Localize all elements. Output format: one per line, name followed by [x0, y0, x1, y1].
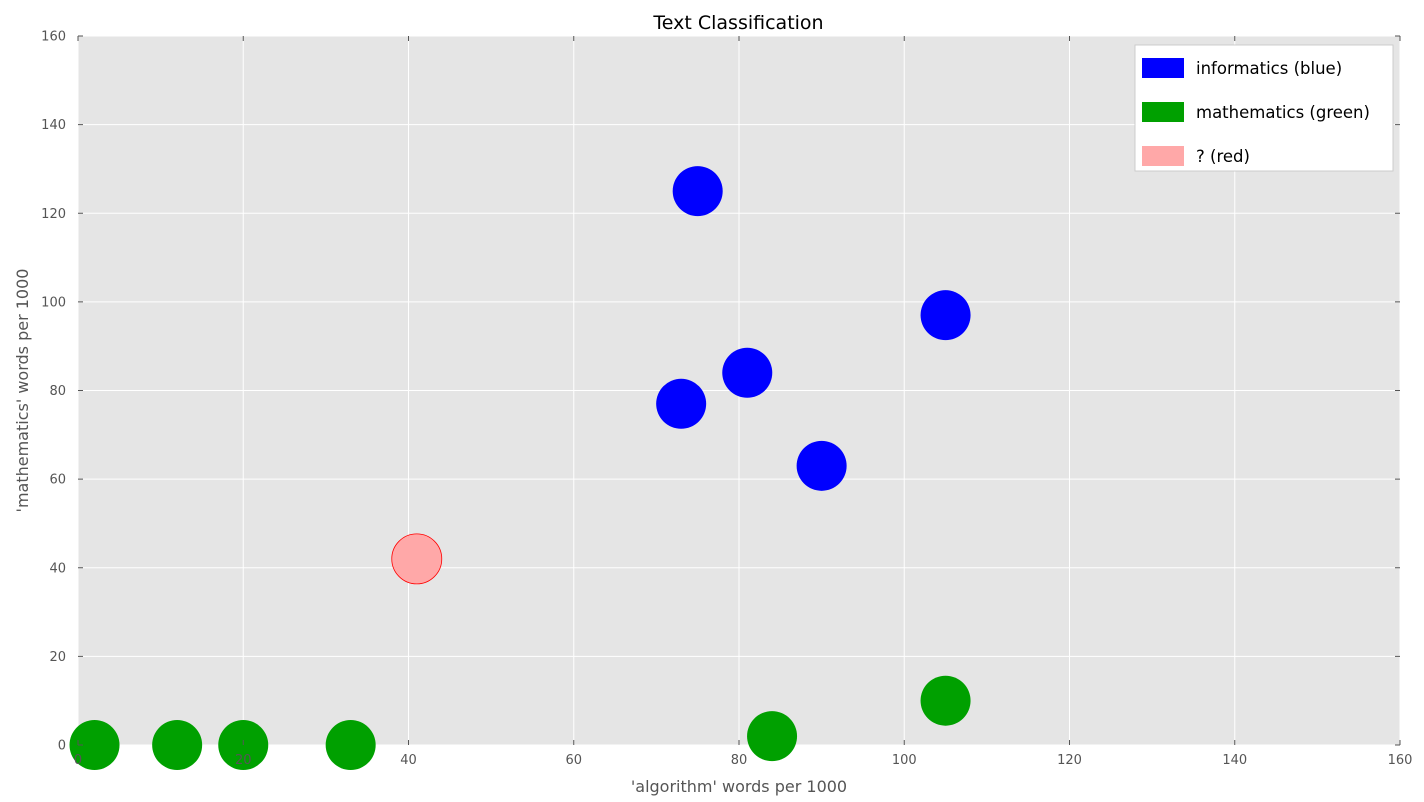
axis-ticks [77, 35, 1401, 746]
y-tick-label: 140 [41, 118, 66, 133]
x-tick-label: 20 [235, 753, 252, 768]
data-point [920, 675, 971, 726]
y-tick-label: 40 [49, 561, 66, 576]
legend-label: ? (red) [1196, 147, 1250, 166]
legend-swatch [1142, 58, 1184, 78]
x-tick-label: 80 [731, 753, 748, 768]
data-point [391, 533, 443, 585]
y-tick-label: 100 [41, 295, 66, 310]
x-axis-title: 'algorithm' words per 1000 [631, 777, 847, 796]
x-tick-label: 100 [892, 753, 917, 768]
y-tick-label: 160 [41, 30, 66, 45]
y-tick-label: 20 [49, 650, 66, 665]
legend-label: mathematics (green) [1196, 103, 1370, 122]
x-tick-label: 160 [1388, 753, 1413, 768]
data-point [920, 290, 971, 341]
data-points [69, 166, 971, 770]
y-tick-label: 0 [58, 739, 66, 754]
x-tick-label: 120 [1057, 753, 1082, 768]
y-tick-labels: 0 20 40 60 80 100 120 140 160 [41, 30, 66, 754]
x-tick-label: 0 [74, 753, 82, 768]
y-tick-label: 60 [49, 473, 66, 488]
data-point [325, 720, 376, 770]
legend: informatics (blue) mathematics (green) ? (… [1134, 44, 1394, 172]
legend-swatch [1142, 102, 1184, 122]
x-tick-labels: 0 20 40 60 80 100 120 140 160 [74, 753, 1413, 768]
x-tick-label: 140 [1222, 753, 1247, 768]
data-point [672, 166, 723, 217]
x-tick-label: 40 [400, 753, 417, 768]
legend-swatch [1142, 146, 1184, 166]
y-tick-label: 120 [41, 207, 66, 222]
data-point [722, 347, 773, 398]
y-tick-label: 80 [49, 384, 66, 399]
chart-title: Text Classification [652, 12, 823, 34]
data-point [747, 711, 798, 762]
y-axis-title: 'mathematics' words per 1000 [13, 269, 32, 513]
x-tick-label: 60 [565, 753, 582, 768]
data-point [796, 440, 847, 491]
data-point [656, 378, 707, 429]
data-point [152, 720, 203, 770]
data-point [69, 720, 120, 770]
legend-label: informatics (blue) [1196, 59, 1342, 78]
